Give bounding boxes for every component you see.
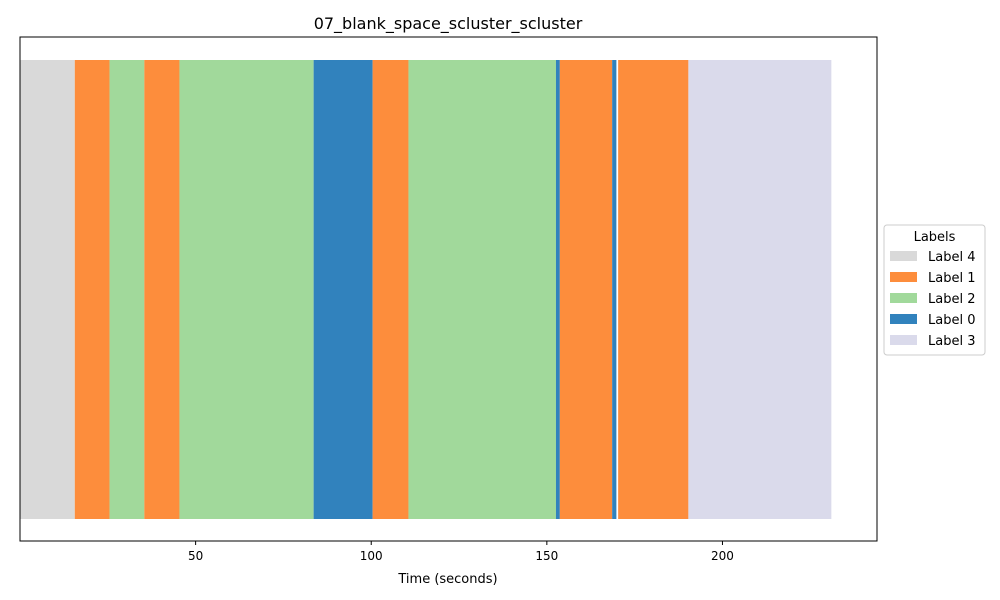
- x-axis-ticks: 50 100 150 200: [188, 541, 734, 563]
- segment-6: [372, 60, 409, 519]
- legend-title: Labels: [914, 230, 956, 245]
- x-axis-label: Time (seconds): [397, 572, 497, 587]
- segment-5: [313, 60, 373, 519]
- plot-frame: [19, 36, 878, 542]
- legend-label-1: Label 1: [928, 271, 975, 286]
- legend-swatch-1: [890, 272, 917, 282]
- segment-8: [555, 60, 560, 519]
- segment-9: [559, 60, 613, 519]
- segments-group: [20, 60, 832, 519]
- legend-swatch-4: [890, 335, 917, 345]
- segment-4: [179, 60, 314, 519]
- segment-2: [109, 60, 145, 519]
- legend-swatch-0: [890, 251, 917, 261]
- legend-swatch-3: [890, 314, 917, 324]
- segment-7: [408, 60, 556, 519]
- legend: Labels Label 4 Label 1 Label 2 Label 0 Label …: [883, 224, 986, 356]
- segment-0: [20, 60, 75, 519]
- segment-10: [612, 60, 617, 519]
- x-tick-label-0: 50: [188, 549, 203, 563]
- x-tick-label-1: 100: [360, 549, 383, 563]
- x-tick-label-3: 200: [711, 549, 734, 563]
- segment-1: [74, 60, 110, 519]
- segment-3: [144, 60, 180, 519]
- chart-title: 07_blank_space_scluster_scluster: [314, 14, 583, 34]
- legend-label-2: Label 2: [928, 292, 975, 307]
- legend-label-4: Label 3: [928, 334, 975, 349]
- legend-swatch-2: [890, 293, 917, 303]
- segment-12: [688, 60, 832, 519]
- legend-label-3: Label 0: [928, 313, 975, 328]
- segment-11: [618, 60, 689, 519]
- x-tick-label-2: 150: [535, 549, 558, 563]
- legend-label-0: Label 4: [928, 250, 975, 265]
